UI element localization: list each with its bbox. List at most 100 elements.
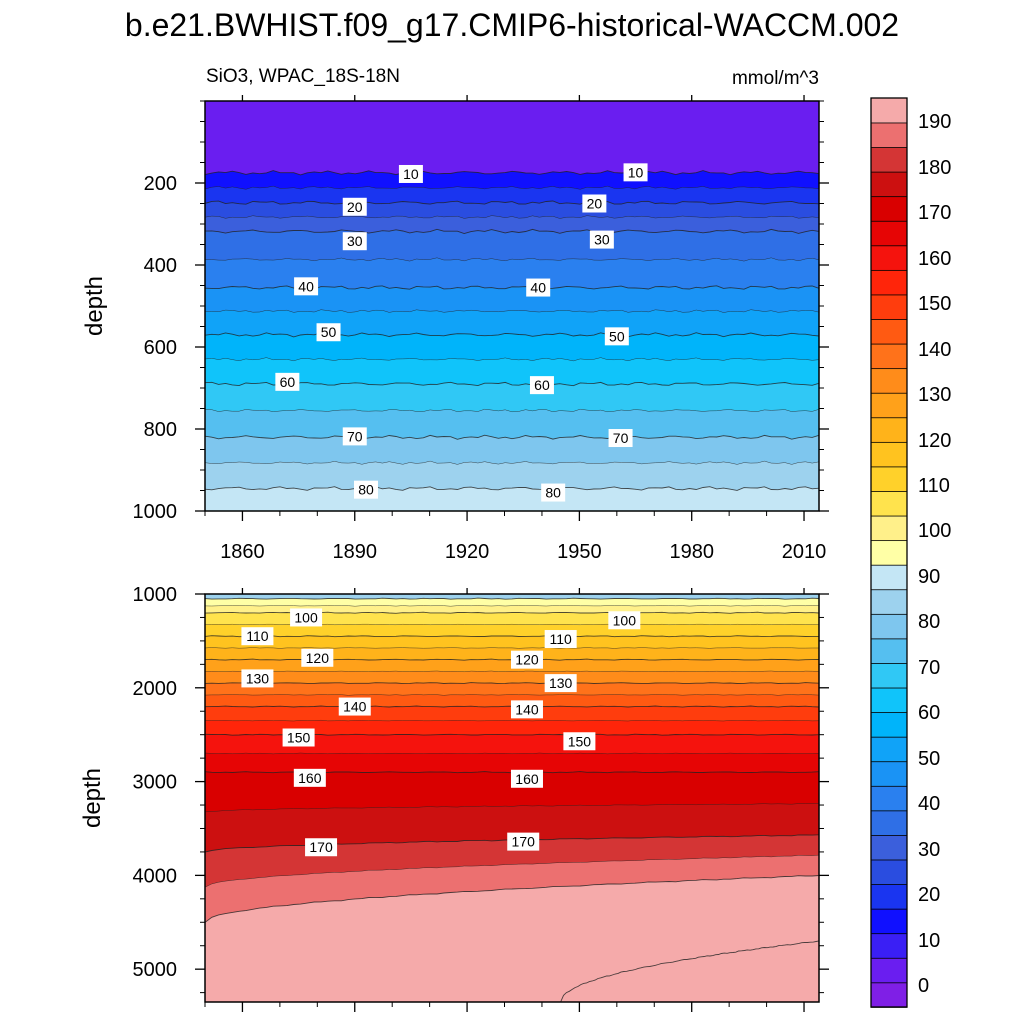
contour-line: [205, 460, 819, 465]
contour-label-text: 150: [568, 733, 592, 749]
contour-label-box: [293, 768, 326, 787]
upper-panel: 10 10 20 20 30 30 40 40 50 50 60 60 70 70 80 80 1860 189…: [81, 95, 829, 563]
y-tick-label: 5000: [133, 959, 178, 981]
colorbar-swatch: [870, 97, 908, 124]
y-tick-label: 2000: [133, 678, 178, 700]
contour-label-box: [510, 769, 543, 788]
contour-line: [205, 719, 819, 722]
contour-label: 170: [305, 838, 338, 857]
contour-line: [205, 170, 819, 176]
contour-label-text: 170: [309, 839, 333, 855]
colorbar-label: 30: [918, 839, 940, 861]
y-tick-label: 1000: [133, 584, 178, 606]
colorbar-swatch: [870, 810, 908, 836]
panel-subtitle-units: mmol/m^3: [732, 68, 819, 89]
colorbar-swatch: [870, 736, 908, 763]
contour-label-text: 120: [515, 652, 539, 668]
contour-label-text: 60: [534, 377, 550, 393]
contour-label-text: 130: [246, 670, 270, 686]
contour-label: 60: [529, 376, 554, 395]
colorbar-swatch: [870, 269, 908, 296]
colorbar-frame: [870, 97, 908, 1008]
contour-line: [205, 682, 819, 685]
colorbar-swatch: [870, 588, 908, 615]
contour-label-text: 70: [613, 430, 629, 446]
colorbar-label: 50: [918, 748, 940, 770]
contour-line: [205, 434, 819, 440]
contour-label: 70: [342, 427, 367, 446]
colorbar-swatch: [870, 441, 908, 468]
upper-y-axis-label: depth: [81, 276, 108, 336]
contour-label-text: 140: [515, 701, 539, 717]
contour-label-text: 50: [609, 328, 625, 344]
panel-subtitle-left: SiO3, WPAC_18S-18N: [206, 66, 400, 87]
contour-label-box: [544, 630, 577, 649]
colorbar-swatch: [870, 564, 908, 591]
colorbar-swatch: [870, 908, 908, 935]
contour-line: [205, 486, 819, 491]
colorbar-label: 140: [918, 339, 951, 361]
contour-label-box: [507, 832, 540, 851]
contour-label-text: 50: [321, 324, 337, 340]
field-band: [560, 940, 819, 1002]
x-tick-label: 1920: [445, 541, 490, 563]
colorbar-label: 0: [918, 975, 929, 997]
contour-line: [205, 670, 819, 673]
contour-label: 160: [510, 769, 543, 788]
x-tick-label: 2010: [782, 541, 827, 563]
contour-label: 40: [294, 277, 319, 296]
contour-label: 150: [282, 728, 315, 747]
y-tick-label: 3000: [133, 772, 178, 794]
lower-panel-frame: [204, 593, 820, 1003]
contour-label-text: 20: [347, 199, 363, 215]
contour-label-box: [510, 700, 543, 719]
contour-line: [205, 381, 819, 387]
contour-label: 130: [241, 669, 274, 688]
contour-label: 110: [241, 627, 274, 646]
colorbar-label: 70: [918, 657, 940, 679]
contour-label: 170: [507, 832, 540, 851]
contour-label-text: 110: [246, 628, 269, 644]
contour-label: 80: [541, 483, 566, 502]
contour-label-box: [241, 627, 274, 646]
contour-label-text: 130: [549, 675, 573, 691]
contour-label: 10: [623, 163, 648, 182]
contour-label: 20: [582, 194, 607, 213]
colorbar-label: 90: [918, 566, 940, 588]
contour-label-box: [338, 697, 371, 716]
contour-line: [205, 752, 819, 755]
lower-y-axis-label: depth: [79, 768, 106, 828]
colorbar-swatch: [870, 122, 908, 148]
contour-line: [205, 854, 819, 888]
colorbar-swatch: [870, 687, 908, 713]
contour-label-box: [510, 650, 543, 669]
contour-label: 160: [293, 768, 326, 787]
colorbar-label: 100: [918, 520, 951, 542]
contour-label: 100: [608, 611, 641, 630]
contour-line: [205, 257, 819, 262]
contour-label-text: 100: [613, 612, 637, 628]
colorbar-swatch: [870, 515, 908, 542]
contour-label-text: 30: [347, 233, 363, 249]
contour-label: 20: [342, 197, 367, 216]
contour-label-box: [282, 728, 315, 747]
contour-label-text: 10: [628, 164, 644, 180]
contour-label: 140: [510, 700, 543, 719]
lower-panel-contour-labels: 100 100 110 110 120 120 130 130 140 140 150 150 160 1…: [241, 608, 641, 857]
contour-label-box: [275, 372, 300, 391]
contour-label-box: [342, 197, 367, 216]
colorbar-label: 190: [918, 111, 951, 133]
y-tick-label: 1000: [133, 501, 178, 523]
x-tick-label: 1950: [557, 541, 602, 563]
colorbar-label: 160: [918, 248, 951, 270]
colorbar-swatch: [870, 883, 908, 910]
y-tick-label: 400: [144, 255, 177, 277]
colorbar-swatch: [870, 711, 908, 738]
contour-label: 50: [604, 327, 629, 346]
contour-line: [205, 605, 819, 607]
contour-label-box: [305, 838, 338, 857]
contour-label-box: [529, 376, 554, 395]
upper-panel-contours: [205, 170, 819, 491]
